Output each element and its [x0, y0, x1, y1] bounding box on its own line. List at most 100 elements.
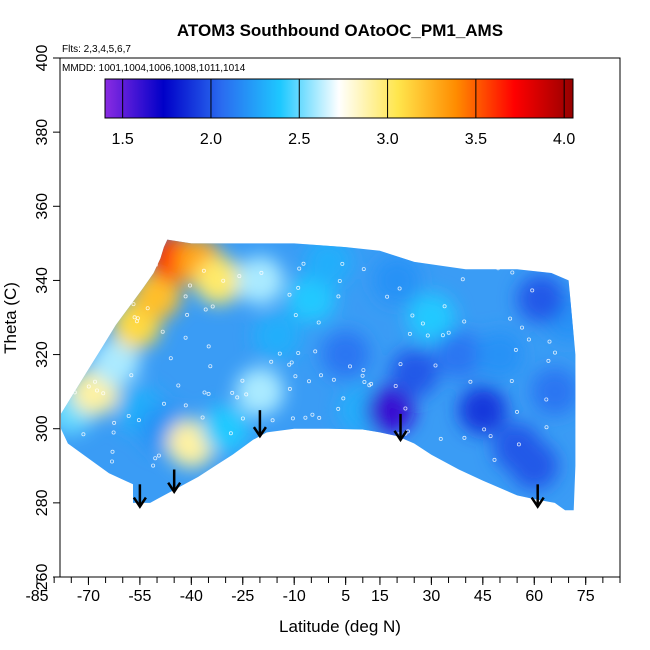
field-cell: [194, 256, 243, 305]
sample-point: [240, 378, 245, 383]
sample-point: [341, 396, 346, 401]
x-tick-label: -40: [180, 588, 203, 605]
sample-point: [288, 448, 293, 453]
flights-label: Flts: 2,3,4,5,6,7: [62, 44, 131, 55]
sample-point: [203, 307, 208, 312]
sample-point: [153, 456, 158, 461]
sample-point: [526, 337, 531, 342]
colorbar-tick-label: 2.0: [200, 131, 222, 148]
sample-point: [530, 288, 535, 293]
sample-point: [515, 409, 520, 414]
sample-point: [206, 391, 211, 396]
sample-point: [293, 445, 298, 450]
sample-point: [433, 363, 438, 368]
arrows-layer: [132, 410, 545, 509]
sample-point: [379, 446, 384, 451]
sample-point: [129, 280, 134, 285]
sample-point: [347, 364, 352, 369]
sample-point: [296, 285, 301, 290]
x-tick-label: 45: [474, 588, 492, 605]
x-tick-label: 30: [422, 588, 440, 605]
x-tick-label: -85: [25, 588, 48, 605]
field-cells: [61, 239, 576, 490]
field-cell: [321, 330, 370, 379]
sample-point: [107, 284, 112, 289]
sample-point: [513, 347, 518, 352]
sample-point: [385, 294, 390, 299]
sample-point: [398, 362, 403, 367]
field-cell: [253, 312, 302, 360]
sample-point: [183, 294, 188, 299]
sample-point: [393, 383, 398, 388]
x-tick-label: 15: [371, 588, 389, 605]
sample-point: [407, 331, 412, 336]
sample-point: [287, 292, 292, 297]
sample-point: [446, 330, 451, 335]
sample-point: [183, 335, 188, 340]
sample-point: [84, 341, 89, 346]
sample-point: [362, 379, 367, 384]
field-cell: [510, 441, 559, 490]
x-tick-label: 60: [525, 588, 543, 605]
trop-arrow-head: [132, 496, 147, 509]
sample-point: [337, 278, 342, 283]
sample-point: [200, 415, 205, 420]
sample-point: [225, 459, 230, 464]
sample-point: [287, 362, 292, 367]
field-cell: [201, 404, 250, 453]
sample-point: [210, 304, 215, 309]
sample-point: [233, 458, 238, 463]
x-tick-label: -55: [128, 588, 151, 605]
colorbar-tick-label: 4.0: [553, 131, 575, 148]
sample-point: [420, 321, 425, 326]
sample-point: [93, 379, 98, 384]
sample-point: [129, 373, 134, 378]
plot-frame: [59, 57, 621, 578]
sample-point: [269, 359, 274, 364]
sample-point: [221, 278, 226, 283]
sample-point: [314, 453, 319, 458]
field-cell: [517, 275, 566, 323]
sample-point: [547, 339, 552, 344]
sample-point: [161, 401, 166, 406]
sample-point: [344, 458, 349, 463]
sample-point: [110, 459, 115, 464]
sample-point: [86, 384, 91, 389]
sample-point: [544, 397, 549, 402]
sample-point: [316, 320, 321, 325]
colorbar-tick-label: 2.5: [288, 131, 310, 148]
sample-point: [99, 312, 104, 317]
sample-point: [113, 261, 118, 266]
y-tick-label: 300: [34, 415, 51, 442]
sample-point: [237, 274, 242, 279]
trop-arrow: [252, 410, 267, 439]
y-tick-label: 340: [34, 267, 51, 294]
sample-point: [156, 453, 161, 458]
sample-point: [425, 333, 430, 338]
sample-point: [263, 457, 268, 462]
sample-point: [108, 274, 113, 279]
sample-point: [536, 265, 541, 270]
sample-point: [410, 313, 415, 318]
sample-point: [228, 431, 233, 436]
sample-point: [516, 442, 521, 447]
trop-arrow-head: [530, 496, 545, 509]
y-axis-label: Theta (C): [1, 282, 20, 354]
trop-arrow: [167, 469, 182, 494]
sample-point: [310, 412, 315, 417]
sample-point: [244, 392, 249, 397]
sample-point: [317, 415, 322, 420]
sample-point: [340, 261, 345, 266]
colorbar-tick-label: 3.0: [376, 131, 398, 148]
field-cell: [373, 256, 422, 305]
x-tick-label: 75: [577, 588, 595, 605]
trop-arrow-head: [252, 426, 267, 439]
sample-point: [206, 344, 211, 349]
sample-point: [367, 383, 372, 388]
sample-point: [397, 286, 402, 291]
mmdd-label: MMDD: 1001,1004,1006,1008,1011,1014: [62, 63, 246, 74]
field-layer: [61, 239, 576, 511]
sample-point: [553, 350, 558, 355]
sample-point: [112, 420, 117, 425]
